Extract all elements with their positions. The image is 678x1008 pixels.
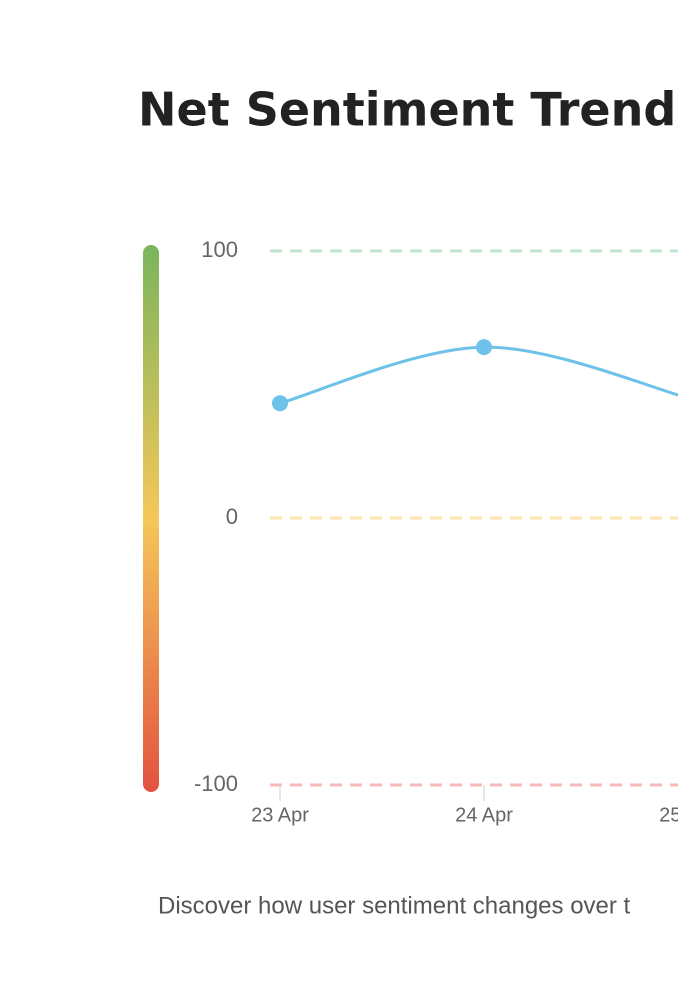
data-point bbox=[272, 395, 288, 412]
color-bar bbox=[143, 245, 159, 792]
x-tick-label: 23 Apr bbox=[251, 804, 309, 826]
subtitle: Discover how user sentiment changes over… bbox=[158, 892, 631, 919]
x-tick-label: 24 Apr bbox=[455, 804, 513, 826]
data-point bbox=[476, 339, 492, 356]
x-tick-label: 25 Apr bbox=[659, 804, 678, 826]
y-tick-label: -100 bbox=[194, 771, 238, 796]
chart-title: Net Sentiment Trend bbox=[138, 83, 676, 137]
y-tick-label: 0 bbox=[226, 504, 238, 529]
series-line bbox=[279, 345, 678, 405]
y-tick-label: 100 bbox=[201, 237, 238, 262]
